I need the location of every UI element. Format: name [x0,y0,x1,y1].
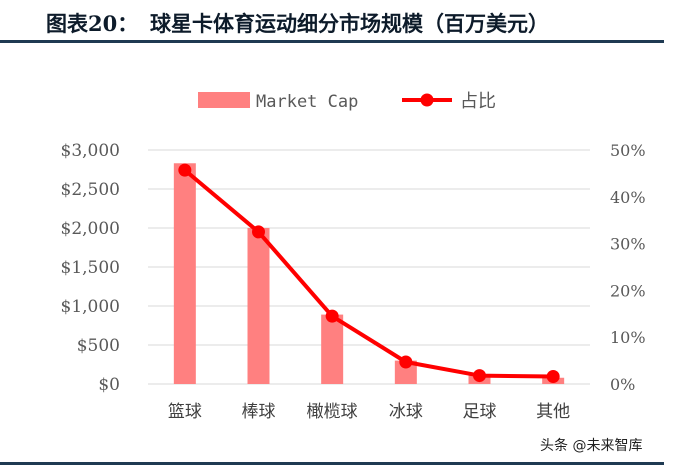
share-point [399,355,413,369]
x-tick-label: 篮球 [168,402,202,422]
y-right-tick-label: 20% [610,281,646,300]
legend-swatch-bar [198,92,250,108]
share-point [325,309,339,323]
share-point [546,370,560,384]
x-tick-label: 足球 [463,402,497,422]
y-right-tick-label: 30% [610,235,646,254]
y-right-tick-label: 10% [610,328,646,347]
bar [247,228,270,384]
bar [321,314,344,384]
y-right-tick-label: 40% [610,188,646,207]
y-left-tick-label: $2,500 [61,180,120,200]
bottom-rule [0,462,664,465]
figure-title: 球星卡体育运动细分市场规模（百万美元） [150,12,549,36]
x-tick-label: 棒球 [242,402,276,422]
y-left-tick-label: $3,000 [61,141,120,161]
share-point [252,225,265,239]
x-tick-label: 冰球 [389,402,423,422]
bar [173,163,196,384]
legend-label-bar: Market Cap [256,92,358,112]
figure-header: 图表20： 球星卡体育运动细分市场规模（百万美元） [0,0,678,44]
share-point [473,369,486,383]
y-left-tick-label: $2,000 [61,219,120,239]
x-tick-label: 其他 [536,402,570,422]
share-point [178,163,192,177]
x-tick-label: 橄榄球 [307,402,358,422]
y-right-tick-label: 50% [610,141,646,160]
figure-label: 图表20： [46,11,139,36]
y-left-tick-label: $1,000 [61,297,120,317]
legend-label-line: 占比 [460,91,496,112]
y-left-tick-label: $1,500 [61,258,120,278]
share-line [183,168,554,379]
y-right-tick-label: 0% [610,375,635,394]
top-rule [0,40,664,43]
watermark: 头条 @未来智库 [540,438,643,454]
bar [394,360,417,384]
y-left-tick-label: $500 [77,336,120,356]
legend-marker [420,93,434,107]
y-left-tick-label: $0 [98,375,120,395]
